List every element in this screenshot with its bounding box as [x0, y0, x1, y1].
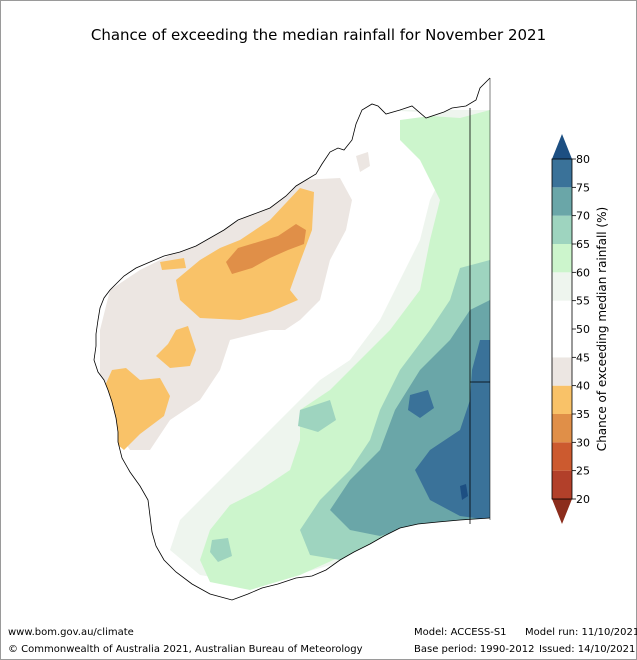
- colorbar-band-25-30: [552, 442, 572, 471]
- colorbar-tick-label: 45: [576, 351, 590, 364]
- colorbar-band-30-35: [552, 414, 572, 443]
- colorbar-tick-label: 70: [576, 210, 590, 223]
- colorbar-tick-label: 25: [576, 465, 590, 478]
- footer-model: Model: ACCESS-S1: [414, 627, 507, 638]
- colorbar-tick-label: 50: [576, 323, 590, 336]
- colorbar-tick-label: 30: [576, 436, 590, 449]
- colorbar-tick-label: 40: [576, 380, 590, 393]
- footer-url: www.bom.gov.au/climate: [8, 627, 134, 638]
- colorbar-label: Chance of exceeding median rainfall (%): [595, 207, 609, 451]
- colorbar-tick-label: 20: [576, 493, 590, 506]
- colorbar-band-75-80: [552, 159, 572, 188]
- footer-model-run: Model run: 11/10/2021: [525, 627, 637, 638]
- colorbar-band-55-60: [552, 272, 572, 301]
- region-75-80: [415, 340, 490, 520]
- colorbar-band-35-40: [552, 385, 572, 414]
- colorbar-band-40-45: [552, 357, 572, 386]
- region-35-40-small: [160, 258, 186, 270]
- region-30-35: [226, 224, 306, 274]
- region-65-70-sw: [210, 538, 232, 562]
- coastline: [93, 77, 491, 601]
- colorbar-band-20-25: [552, 470, 572, 499]
- colorbar-band-45-50: [552, 329, 572, 358]
- colorbar-band-50-55: [552, 300, 572, 329]
- colorbar-over-triangle: [552, 134, 572, 159]
- colorbar-band-65-70: [552, 215, 572, 244]
- colorbar-tick-label: 55: [576, 295, 590, 308]
- region-65-70-patch: [298, 400, 336, 432]
- footer-issued: Issued: 14/10/2021: [539, 644, 636, 655]
- colorbar-tick-label: 35: [576, 408, 590, 421]
- colorbar-under-triangle: [552, 499, 572, 524]
- footer-base-period: Base period: 1990-2012: [414, 644, 535, 655]
- region-40-45-small: [356, 152, 370, 172]
- region-45-55-center: [180, 320, 380, 450]
- colorbar-band-60-65: [552, 244, 572, 273]
- region-35-40-mid: [156, 326, 196, 368]
- region-35-40-west: [104, 368, 170, 450]
- colorbar-tick-label: 60: [576, 266, 590, 279]
- map-title: Chance of exceeding the median rainfall …: [90, 26, 547, 44]
- colorbar: 20 25 30 35 40 45 50 55 60 65 70 75 80 Chance of exc…: [551, 134, 609, 524]
- colorbar-band-70-75: [552, 187, 572, 216]
- footer-copyright: © Commonwealth of Australia 2021, Austra…: [8, 644, 363, 655]
- region-over-80: [460, 484, 468, 500]
- colorbar-tick-label: 75: [576, 181, 590, 194]
- colorbar-tick-label: 65: [576, 238, 590, 251]
- colorbar-tick-label: 80: [576, 153, 590, 166]
- region-75-80-patch: [408, 390, 434, 418]
